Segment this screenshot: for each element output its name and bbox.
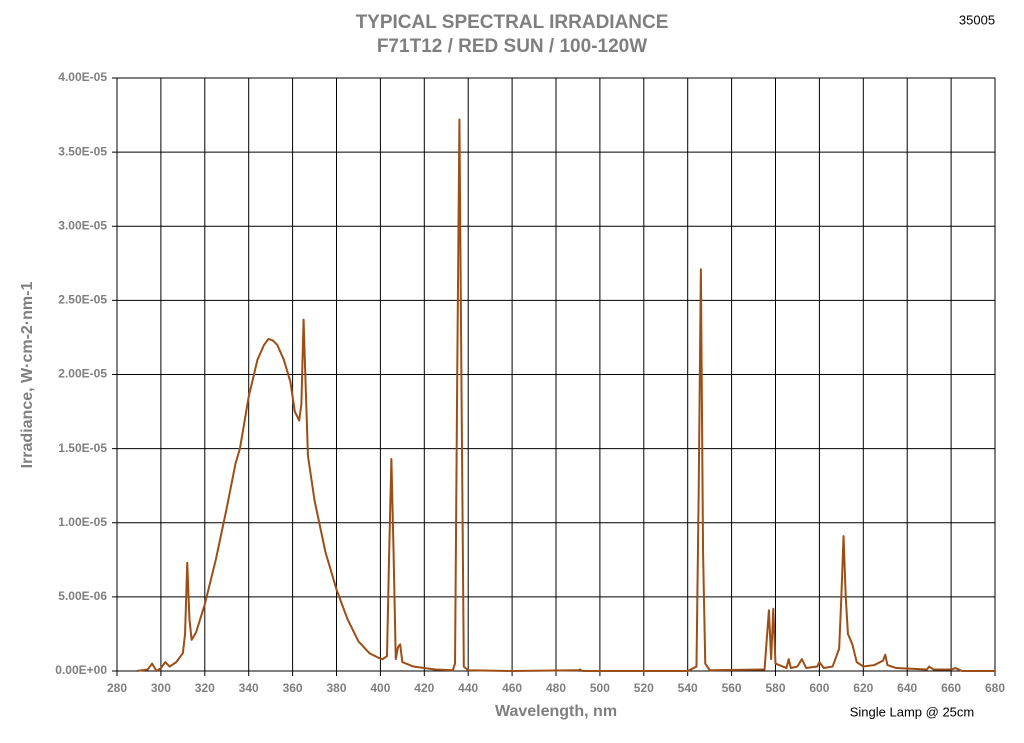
annotation: Single Lamp @ 25cm [850, 704, 974, 719]
corner-label: 35005 [959, 12, 995, 27]
y-axis-label: Irradiance, W·cm-2·nm-1 [19, 282, 36, 469]
y-tick-label: 2.50E-05 [58, 293, 107, 307]
y-tick-label: 4.00E-05 [58, 70, 107, 84]
y-tick-label: 1.00E-05 [58, 515, 107, 529]
x-tick-label: 320 [195, 681, 215, 695]
y-tick-label: 3.00E-05 [58, 218, 107, 232]
x-tick-label: 580 [765, 681, 785, 695]
y-tick-label: 0.00E+00 [55, 663, 107, 677]
x-tick-label: 660 [941, 681, 961, 695]
x-tick-label: 340 [239, 681, 259, 695]
x-tick-label: 440 [458, 681, 478, 695]
x-tick-label: 620 [853, 681, 873, 695]
x-tick-label: 420 [414, 681, 434, 695]
x-tick-label: 520 [634, 681, 654, 695]
y-tick-label: 2.00E-05 [58, 367, 107, 381]
x-tick-label: 680 [985, 681, 1005, 695]
x-tick-label: 480 [546, 681, 566, 695]
x-tick-label: 280 [107, 681, 127, 695]
y-tick-label: 3.50E-05 [58, 144, 107, 158]
x-tick-label: 560 [722, 681, 742, 695]
x-axis-label: Wavelength, nm [495, 703, 617, 720]
x-tick-label: 380 [326, 681, 346, 695]
chart-title: TYPICAL SPECTRAL IRRADIANCE [356, 12, 669, 33]
x-tick-label: 600 [809, 681, 829, 695]
x-tick-label: 640 [897, 681, 917, 695]
spectrum-line [136, 118, 995, 672]
chart-subtitle: F71T12 / RED SUN / 100-120W [377, 36, 647, 57]
y-tick-label: 5.00E-06 [58, 589, 107, 603]
x-tick-label: 360 [283, 681, 303, 695]
x-tick-label: 540 [678, 681, 698, 695]
y-tick-label: 1.50E-05 [58, 441, 107, 455]
x-tick-label: 300 [151, 681, 171, 695]
x-tick-label: 500 [590, 681, 610, 695]
x-tick-label: 460 [502, 681, 522, 695]
x-tick-label: 400 [370, 681, 390, 695]
